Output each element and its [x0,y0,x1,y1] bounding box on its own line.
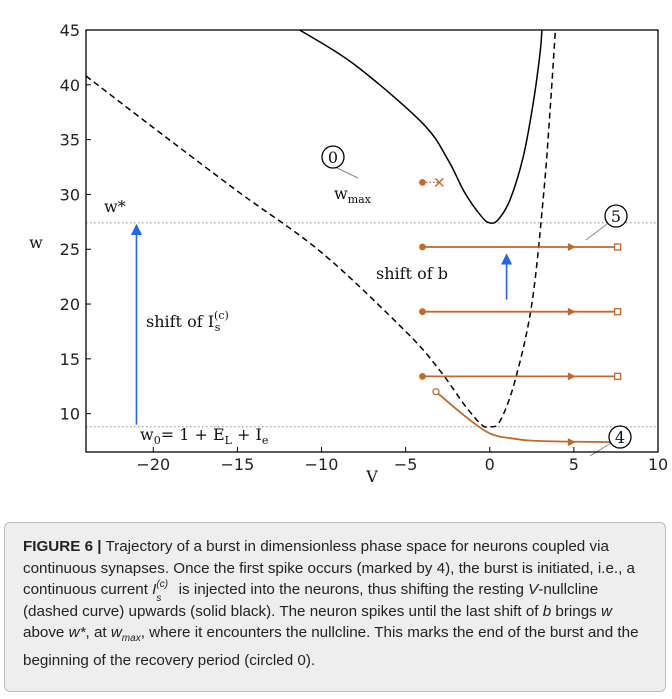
trajectory-end-square-0 [613,243,622,251]
y-tick-label-4: 30 [60,185,80,204]
w0-label: w0= 1 + EL + Ie [140,425,268,447]
marker-4-leader [589,442,612,457]
w0-main: w [140,425,154,444]
x-tick-label-6: 10 [648,455,668,474]
caption-v-var: V [528,581,539,598]
wmax-label: wmax [334,184,372,206]
y-axis-label: w [29,233,43,252]
burst-start-curve [435,391,618,443]
w0-sub: 0 [154,434,161,447]
caption-w-var: w [601,602,612,620]
y-tick-label-7: 45 [60,21,80,40]
circle-marker-0: 0 [321,145,345,169]
caption-wstar-var: w* [68,624,86,641]
wmax-cross [434,177,444,187]
wmax-dot [419,178,426,186]
trajectory-start-dot-2 [419,372,426,380]
circle-marker-5-text: 5 [611,207,621,226]
solid-nullcline [299,30,543,224]
trajectory-start-dot-0 [419,243,426,251]
caption-text-6: , at [85,624,111,641]
dashed-nullcline [86,30,557,429]
y-tick-label-2: 20 [60,295,80,314]
trajectory-arrowhead-2 [567,372,576,381]
wstar-label: w* [104,197,126,216]
caption-text-2: is injected into the neurons, thus shift… [174,581,529,598]
wmax-label-main: w [334,184,348,203]
x-tick-label-3: −5 [394,455,418,474]
plot-frame [85,29,659,453]
burst-start-open-dot [432,388,440,396]
burst-curve-arrowhead [567,438,576,447]
trajectory-end-square-2 [613,372,622,381]
caption-wmax-sub: max [121,633,141,645]
shift-is-sup: (c) [214,309,229,322]
x-tick-label-4: 0 [485,455,495,474]
w0-end: + I [232,425,262,444]
caption-b-var: b [542,602,552,620]
figure-caption: FIGURE 6 | Trajectory of a burst in dime… [23,536,649,671]
trajectory-end-square-1 [613,308,622,316]
x-axis-label: V [365,467,378,486]
caption-text-1: Trajectory of a burst in dimensionless p… [23,538,636,598]
y-tick-label-5: 35 [60,131,80,150]
x-tick-label-5: 5 [569,455,579,474]
caption-text-7: , where it encounters the nullcline. Thi… [23,624,639,669]
y-tick-label-6: 40 [60,76,80,95]
caption-text-3: -nullcline (dashed curve) upwards (solid… [23,581,599,620]
caption-text-5: above [23,624,69,641]
shift-is-label: shift of I(c) s [146,309,229,334]
circle-marker-5: 5 [604,204,628,228]
w0-sub3: e [262,434,269,447]
figure-caption-box: FIGURE 6 | Trajectory of a burst in dime… [4,522,666,692]
w0-sub2: L [225,434,233,447]
wmax-label-sub: max [348,193,372,206]
x-tick-label-1: −15 [221,455,255,474]
shift-b-label: shift of b [376,264,448,283]
x-tick-label-2: −10 [305,455,339,474]
caption-text-4: brings [551,602,601,620]
caption-is-var: I [152,581,157,598]
circle-marker-4: 4 [608,425,632,449]
w0-mid: = 1 + E [161,425,225,444]
marker-5-leader [585,223,608,241]
marker-0-leader [336,167,359,179]
trajectory-arrowhead-0 [567,243,576,252]
trajectory-arrowhead-1 [567,307,576,316]
y-tick-label-3: 25 [60,240,80,259]
circle-marker-4-text: 4 [615,428,625,447]
trajectory-start-dot-1 [419,308,426,316]
y-tick-label-0: 10 [60,405,80,424]
caption-is-sup: (c) [156,579,169,590]
plot-area [86,30,658,429]
x-tick-label-0: −20 [136,455,170,474]
caption-label: FIGURE 6 | [23,538,102,555]
y-tick-label-1: 15 [60,350,80,369]
shift-is-sub: s [215,321,221,334]
shift-is-main: shift of I [146,312,214,331]
circle-marker-0-text: 0 [328,148,338,167]
caption-is-sub: s [156,593,162,604]
caption-wmax-var: w [110,624,122,641]
